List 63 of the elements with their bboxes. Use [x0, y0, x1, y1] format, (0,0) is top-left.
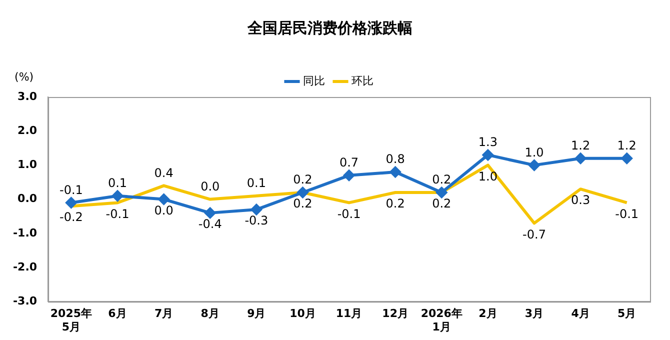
data-label: -0.7 — [522, 227, 546, 242]
data-label: -0.1 — [615, 206, 639, 221]
y-axis-title: (%) — [14, 70, 34, 84]
point — [344, 170, 355, 181]
data-label: 1.3 — [478, 135, 498, 150]
point — [528, 160, 540, 171]
x-tick-label: 3月 — [524, 307, 544, 320]
point — [66, 197, 77, 208]
x-tick-label: 11月 — [336, 307, 362, 320]
data-label: 0.4 — [154, 166, 174, 180]
point — [112, 190, 124, 202]
data-label: 1.2 — [617, 138, 636, 153]
data-label: -0.1 — [59, 182, 83, 197]
x-tick-label: 4月 — [571, 307, 590, 320]
legend-label: 环比 — [352, 74, 374, 88]
point — [482, 149, 494, 160]
point — [436, 186, 448, 198]
x-tick-label: 10月 — [290, 307, 316, 320]
data-label: 0.2 — [432, 196, 452, 211]
x-tick-label: 7月 — [154, 307, 174, 320]
point — [158, 194, 170, 205]
data-label: -0.3 — [244, 214, 268, 228]
data-label: 0.1 — [108, 176, 128, 190]
chart-title: 全国居民消费价格涨跌幅 — [246, 18, 412, 37]
point — [621, 152, 632, 164]
x-tick-label: 5月 — [618, 307, 636, 320]
y-tick-label: -2.0 — [12, 260, 38, 274]
x-tick-label: 6月 — [108, 307, 127, 320]
point — [250, 204, 262, 216]
point — [297, 186, 308, 198]
y-tick-label: 0.0 — [18, 192, 38, 206]
x-tick-label: 2025年 5月 — [50, 307, 92, 334]
y-tick-label: -3.0 — [12, 294, 38, 308]
data-label: 0.2 — [293, 172, 312, 187]
data-label: -0.4 — [198, 217, 222, 232]
data-label: -0.1 — [337, 206, 361, 221]
data-label: 1.0 — [478, 169, 498, 184]
data-label: 0.8 — [386, 152, 405, 166]
point — [575, 152, 586, 164]
data-label: -0.2 — [59, 210, 83, 224]
x-tick-label: 9月 — [247, 307, 266, 320]
y-tick-label: -1.0 — [12, 226, 38, 240]
data-label: 0.0 — [154, 203, 174, 218]
y-tick-label: 3.0 — [18, 90, 38, 103]
x-tick-label: 8月 — [200, 307, 220, 320]
data-label: 0.2 — [432, 172, 452, 187]
legend-label: 同比 — [303, 74, 325, 88]
data-label: 0.7 — [339, 156, 359, 170]
x-tick-label: 2026年 1月 — [420, 307, 462, 334]
data-label: 0.3 — [571, 193, 590, 208]
data-label: 1.0 — [524, 145, 544, 160]
data-label: 0.1 — [246, 176, 266, 190]
y-tick-label: 1.0 — [18, 158, 38, 172]
point — [390, 166, 401, 178]
data-label: 0.2 — [386, 196, 405, 211]
data-label: 0.0 — [200, 179, 220, 194]
x-tick-label: 12月 — [382, 307, 408, 320]
x-tick-label: 2月 — [478, 307, 498, 320]
data-label: 1.2 — [571, 138, 590, 153]
y-tick-label: 2.0 — [18, 124, 38, 137]
point — [204, 207, 216, 218]
data-label: -0.1 — [106, 206, 130, 221]
data-label: 0.2 — [293, 196, 312, 211]
